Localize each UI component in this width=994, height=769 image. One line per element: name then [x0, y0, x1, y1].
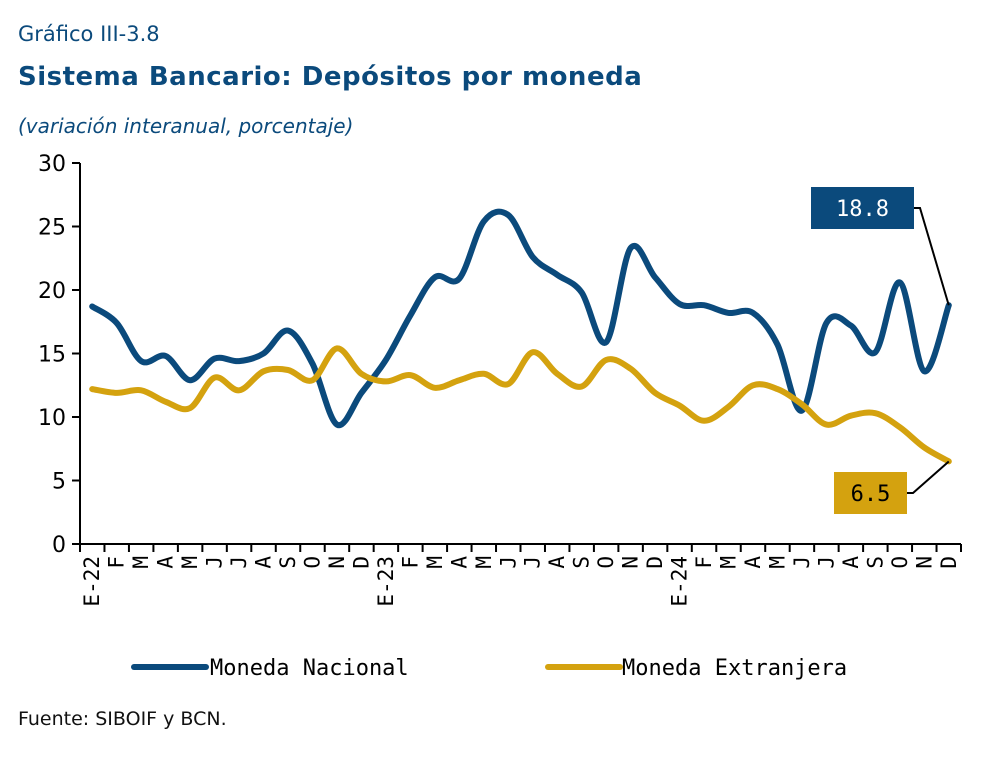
y-tick-label: 0 [52, 533, 66, 558]
x-tick-label: M [717, 556, 741, 569]
x-tick-label: S [570, 556, 594, 569]
x-tick-label: D [643, 556, 667, 569]
callout-leader [907, 460, 950, 494]
callout-box [834, 472, 907, 514]
x-tick-label: F [105, 556, 129, 569]
x-tick-label: J [790, 556, 814, 569]
chart-title: Sistema Bancario: Depósitos por moneda [18, 62, 643, 92]
x-tick-label: N [325, 556, 349, 569]
callout-label: 18.8 [836, 197, 889, 222]
x-tick-label: J [521, 556, 545, 569]
x-tick-label: A [447, 556, 471, 569]
y-tick-label: 30 [38, 152, 66, 177]
chart-kicker: Gráfico III-3.8 [18, 22, 160, 46]
series-line-moneda-nacional [89, 208, 952, 429]
x-tick-label: N [619, 556, 643, 569]
x-tick-label: E-22 [80, 556, 104, 607]
callout: 18.8 [811, 187, 950, 306]
callout-box [811, 187, 914, 229]
x-tick-label: D [937, 556, 961, 569]
source-note: Fuente: SIBOIF y BCN. [18, 708, 227, 730]
x-tick-label: A [839, 556, 863, 569]
callout: 6.5 [834, 460, 950, 514]
x-tick-label: D [349, 556, 373, 569]
x-tick-label: A [545, 556, 569, 569]
x-tick-label: S [863, 556, 887, 569]
x-tick-label: J [203, 556, 227, 569]
y-tick-label: 10 [38, 406, 66, 431]
x-tick-label: J [814, 556, 838, 569]
x-tick-label: F [692, 556, 716, 569]
callout-leader [914, 207, 950, 306]
x-tick-label: J [496, 556, 520, 569]
x-tick-label: M [472, 556, 496, 569]
x-tick-label: F [398, 556, 422, 569]
x-tick-label: E-24 [668, 556, 692, 607]
callout-label: 6.5 [851, 482, 891, 507]
x-tick-label: A [252, 556, 276, 569]
legend-item: Moneda Nacional [131, 656, 409, 681]
y-tick-label: 25 [38, 216, 66, 241]
x-tick-label: O [888, 556, 912, 569]
series-line-moneda-extranjera [89, 345, 952, 465]
x-tick-label: M [423, 556, 447, 569]
x-tick-label: S [276, 556, 300, 569]
y-tick-label: 20 [38, 279, 66, 304]
legend-label: Moneda Nacional [210, 656, 409, 681]
x-tick-label: M [178, 556, 202, 569]
x-tick-label: J [227, 556, 251, 569]
y-tick-label: 5 [52, 470, 66, 495]
x-tick-label: O [300, 556, 324, 569]
x-tick-label: M [765, 556, 789, 569]
series-layer [89, 208, 952, 465]
x-tick-label: A [154, 556, 178, 569]
legend-label: Moneda Extranjera [622, 656, 847, 681]
x-tick-label: M [129, 556, 153, 569]
chart-subtitle: (variación interanual, porcentaje) [18, 114, 354, 138]
legend-item: Moneda Extranjera [545, 656, 847, 681]
callouts: 18.8 6.5 [811, 187, 950, 514]
x-tick-label: E-23 [374, 556, 398, 607]
x-tick-label: O [594, 556, 618, 569]
y-tick-label: 15 [38, 343, 66, 368]
x-tick-label: N [912, 556, 936, 569]
x-tick-label: A [741, 556, 765, 569]
legend: Moneda Nacional Moneda Extranjera [131, 656, 847, 681]
